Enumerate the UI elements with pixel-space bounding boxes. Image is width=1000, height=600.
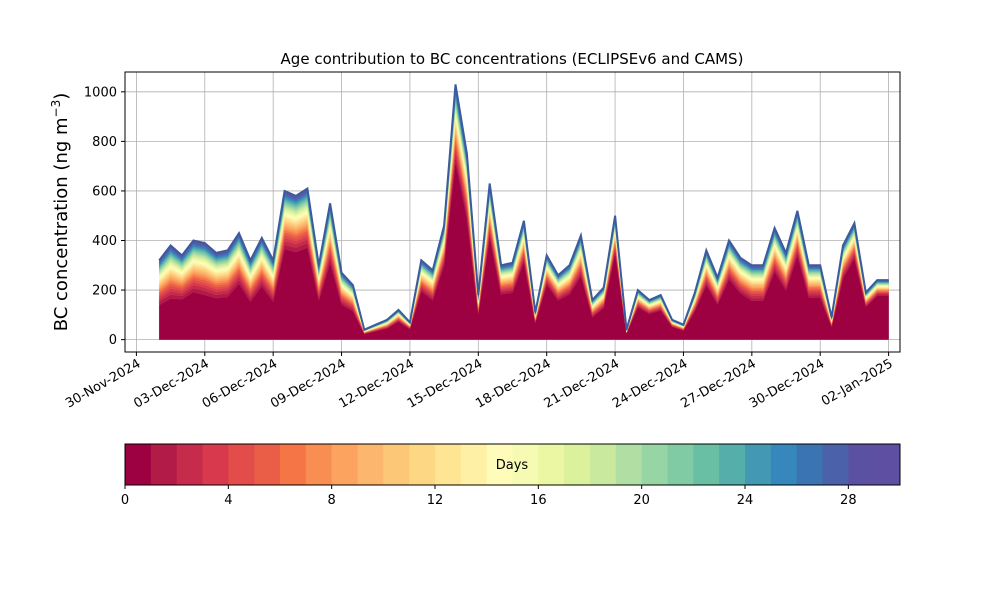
colorbar-cell-18 (590, 444, 617, 485)
colorbar-frame (124, 443, 901, 486)
colorbar-cell-10 (383, 444, 410, 485)
colorbar-tick-label: 8 (328, 493, 336, 508)
colorbar-cell-14 (486, 444, 513, 485)
colorbar-cell-20 (641, 444, 668, 485)
colorbar-cell-25 (770, 444, 798, 485)
age-layers (159, 84, 889, 340)
colorbar-cell-8 (331, 444, 358, 485)
colorbar-tick-label: 16 (530, 493, 547, 508)
colorbar-cell-0 (125, 444, 152, 485)
y-axis: 0 200 400 600 800 1000 (84, 85, 125, 348)
colorbar-cell-22 (693, 444, 720, 485)
colorbar-cell-23 (719, 444, 746, 485)
colorbar-tick-label: 0 (121, 493, 129, 508)
colorbar-tick-label: 20 (633, 493, 650, 508)
y-tick-label: 0 (109, 333, 117, 348)
colorbar-label: Days (496, 458, 529, 473)
y-axis-label-close: ) (51, 93, 72, 100)
colorbar-cell-2 (176, 444, 203, 485)
axes-frame (124, 71, 901, 353)
y-tick-label: 200 (92, 284, 117, 299)
colorbar-cell-9 (357, 444, 384, 485)
colorbar-cell-24 (745, 444, 772, 485)
colorbar-cell-17 (564, 444, 591, 485)
colorbar: Days 0 4 8 12 16 20 24 28 (121, 443, 901, 508)
colorbar-tick-label: 28 (840, 493, 857, 508)
y-tick-label: 600 (92, 184, 117, 199)
y-axis-label-main: BC concentration (ng m (51, 117, 72, 331)
colorbar-tick-label: 4 (224, 493, 232, 508)
colorbar-cell-29 (874, 444, 901, 485)
y-tick-label: 800 (92, 135, 117, 150)
colorbar-cell-4 (228, 444, 255, 485)
colorbar-ticks: 0 4 8 12 16 20 24 28 (121, 485, 857, 508)
colorbar-cell-28 (848, 444, 875, 485)
y-axis-label: BC concentration (ng m−3) (49, 93, 72, 332)
colorbar-cell-3 (202, 444, 229, 485)
colorbar-cell-12 (435, 444, 462, 485)
colorbar-cell-16 (538, 444, 565, 485)
colorbar-cells (125, 444, 901, 485)
colorbar-cell-5 (254, 444, 281, 485)
chart-title: Age contribution to BC concentrations (E… (281, 50, 744, 68)
y-tick-label: 400 (92, 234, 117, 249)
colorbar-cell-27 (822, 444, 849, 485)
y-axis-label-sup: −3 (49, 100, 63, 118)
colorbar-cell-6 (280, 444, 307, 485)
total-concentration-line (158, 84, 889, 332)
colorbar-cell-11 (409, 444, 436, 485)
colorbar-cell-1 (150, 444, 178, 485)
y-tick-label: 1000 (84, 85, 117, 100)
colorbar-tick-label: 12 (427, 493, 444, 508)
colorbar-cell-26 (796, 444, 823, 485)
colorbar-cell-15 (512, 444, 539, 485)
colorbar-tick-label: 24 (737, 493, 754, 508)
colorbar-cell-19 (615, 444, 643, 485)
colorbar-cell-13 (460, 444, 488, 485)
colorbar-cell-21 (667, 444, 694, 485)
colorbar-cell-7 (305, 444, 333, 485)
